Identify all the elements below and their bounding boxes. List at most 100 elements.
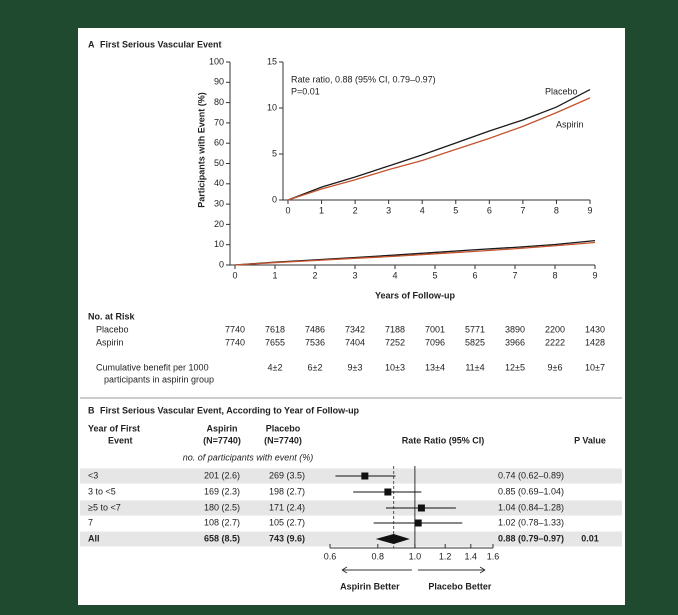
cell: 7618 (265, 324, 285, 334)
cell: 7740 (225, 324, 245, 334)
panel-letter: B (88, 405, 95, 415)
cell: 7655 (265, 337, 285, 347)
cell: 2222 (545, 337, 565, 347)
cell: 269 (3.5) (269, 470, 305, 480)
x-tick-label: 3 (386, 205, 391, 215)
header: Year of First (88, 423, 140, 433)
x-tick-label: 1.0 (409, 551, 422, 561)
y-tick-label: 20 (214, 219, 224, 229)
cell: 7188 (385, 324, 405, 334)
x-tick-label: 7 (512, 270, 517, 280)
x-tick-label: 1.6 (487, 551, 500, 561)
cell: 7536 (305, 337, 325, 347)
x-tick-label: 7 (520, 205, 525, 215)
y-tick-label: 60 (214, 138, 224, 148)
header: (N=7740) (203, 435, 241, 445)
y-tick-label: 90 (214, 77, 224, 87)
header: Rate Ratio (95% CI) (402, 435, 485, 445)
header: P Value (574, 435, 606, 445)
cell: 7342 (345, 324, 365, 334)
arrow-left (341, 566, 412, 574)
y-tick-label: 0 (219, 259, 224, 269)
y-tick-label: 50 (214, 158, 224, 168)
value-label: 1.02 (0.78–1.33) (498, 517, 564, 527)
y-tick-label: 80 (214, 97, 224, 107)
x-tick-label: 1.4 (465, 551, 478, 561)
annotation: P=0.01 (291, 86, 320, 96)
header: Aspirin (206, 423, 237, 433)
cell: 1430 (585, 324, 605, 334)
cell: 169 (2.3) (204, 486, 240, 496)
cell: 5825 (465, 337, 485, 347)
cell: 658 (8.5) (204, 533, 240, 543)
value-label: 0.85 (0.69–1.04) (498, 486, 564, 496)
diamond (375, 534, 410, 544)
series-label: Aspirin (556, 119, 584, 129)
y-tick-label: 30 (214, 198, 224, 208)
y-tick-label: 70 (214, 117, 224, 127)
cell: 198 (2.7) (269, 486, 305, 496)
risk-title: No. at Risk (88, 311, 136, 321)
panel-title: First Serious Vascular Event, According … (100, 405, 360, 415)
x-tick-label: 0 (232, 270, 237, 280)
cell: 171 (2.4) (269, 502, 305, 512)
cell: 13±4 (425, 362, 445, 372)
x-tick-label: 4 (420, 205, 425, 215)
cell: ≥5 to <7 (88, 502, 121, 512)
axis-label-left: Aspirin Better (340, 581, 400, 591)
cell: 108 (2.7) (204, 517, 240, 527)
cell: 3890 (505, 324, 525, 334)
point-estimate (417, 504, 425, 512)
x-axis-label: Years of Follow-up (375, 290, 456, 300)
annotation: Rate ratio, 0.88 (95% CI, 0.79–0.97) (291, 74, 436, 84)
x-tick-label: 0 (285, 205, 290, 215)
subheader: no. of participants with event (%) (183, 452, 314, 462)
y-tick-label: 10 (267, 102, 277, 112)
axis-label-right: Placebo Better (428, 581, 492, 591)
x-tick-label: 9 (587, 205, 592, 215)
cell: 9±3 (348, 362, 363, 372)
panel-title: First Serious Vascular Event (100, 39, 222, 49)
x-tick-label: 5 (453, 205, 458, 215)
value-label: 1.04 (0.84–1.28) (498, 502, 564, 512)
cell: 2200 (545, 324, 565, 334)
y-tick-label: 15 (267, 56, 277, 66)
cell: 7252 (385, 337, 405, 347)
cell: 1428 (585, 337, 605, 347)
value-label: 0.88 (0.79–0.97) (498, 533, 564, 543)
series-line (287, 97, 591, 201)
cell: 9±6 (548, 362, 563, 372)
x-tick-label: 1 (272, 270, 277, 280)
x-tick-label: 2 (353, 205, 358, 215)
cell: 10±7 (585, 362, 605, 372)
cell: 7486 (305, 324, 325, 334)
cell: 7001 (425, 324, 445, 334)
cell: 7096 (425, 337, 445, 347)
cell: 6±2 (308, 362, 323, 372)
x-tick-label: 5 (432, 270, 437, 280)
y-tick-label: 0 (272, 194, 277, 204)
cell: 3 to <5 (88, 486, 116, 496)
cell: 5771 (465, 324, 485, 334)
x-tick-label: 8 (552, 270, 557, 280)
row-shade (80, 500, 622, 516)
header: Event (108, 435, 133, 445)
x-tick-label: 0.8 (372, 551, 385, 561)
cell: 11±4 (465, 362, 484, 372)
cell: 7740 (225, 337, 245, 347)
cell: All (88, 533, 100, 543)
y-tick-label: 100 (209, 56, 224, 66)
y-tick-label: 10 (214, 239, 224, 249)
cell: 743 (9.6) (269, 533, 305, 543)
panel-letter: A (88, 39, 95, 49)
header: Placebo (266, 423, 301, 433)
x-tick-label: 1 (319, 205, 324, 215)
x-tick-label: 4 (392, 270, 397, 280)
row-label: participants in aspirin group (104, 374, 214, 384)
value-label: 0.74 (0.62–0.89) (498, 470, 564, 480)
cell: 4±2 (268, 362, 283, 372)
x-tick-label: 8 (554, 205, 559, 215)
series-line (287, 89, 591, 201)
